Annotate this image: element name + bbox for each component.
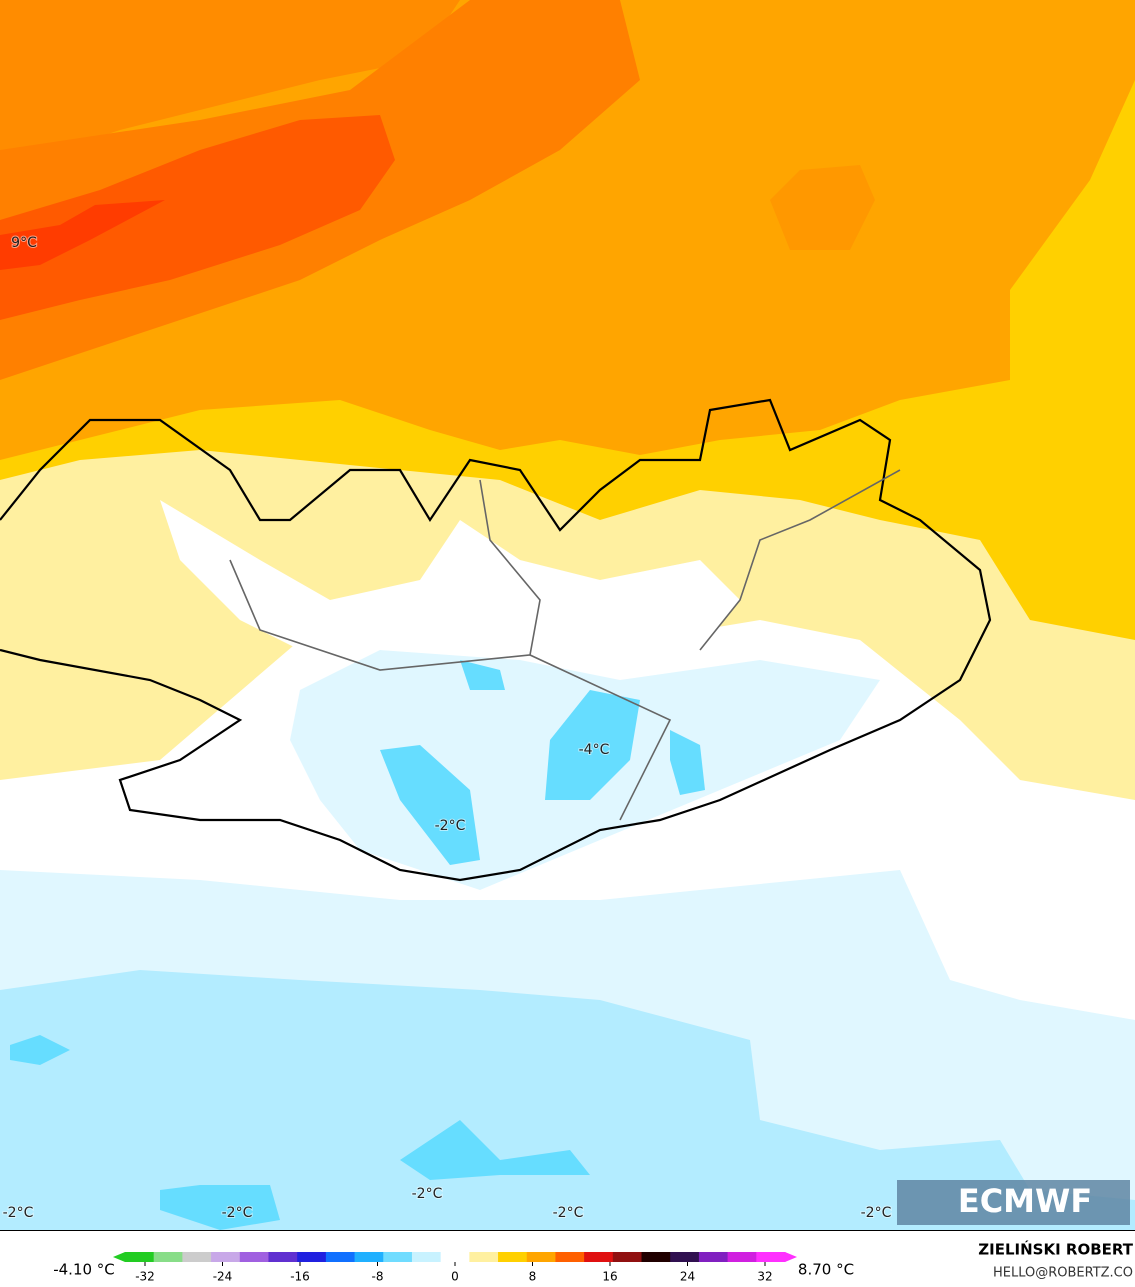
zone-blue <box>160 1185 280 1230</box>
zone-red-orange <box>0 115 395 320</box>
colorbar-tick-label: 16 <box>602 1270 617 1284</box>
colorbar-tick-label: -32 <box>135 1270 155 1284</box>
colorbar-swatch <box>756 1252 786 1262</box>
contour-label: -2°C <box>222 1205 253 1221</box>
zone-blue <box>10 1035 70 1065</box>
colorbar-swatch <box>182 1252 212 1262</box>
contour-label: -4°C <box>579 742 610 758</box>
map-border <box>0 1230 1135 1231</box>
zone-red <box>0 200 165 270</box>
zone-blue <box>400 1120 590 1180</box>
colorbar-swatch <box>670 1252 700 1262</box>
colorbar-tick-label: 0 <box>451 1270 459 1284</box>
colorbar-swatch <box>727 1252 757 1262</box>
colorbar-tick-label: 8 <box>529 1270 537 1284</box>
colorbar-swatch <box>125 1252 155 1262</box>
colorbar-swatch <box>498 1252 528 1262</box>
colorbar-swatch <box>153 1252 183 1262</box>
colorbar-tick-label: -24 <box>213 1270 233 1284</box>
max-label: 8.70 °C <box>798 1261 854 1279</box>
contour-label: -2°C <box>553 1205 584 1221</box>
colorbar-swatch <box>239 1252 269 1262</box>
colorbar-swatch <box>297 1252 327 1262</box>
colorbar-swatch <box>641 1252 671 1262</box>
colorbar-swatch <box>584 1252 614 1262</box>
logo: ECMWF <box>958 1182 1092 1220</box>
road <box>229 469 901 821</box>
contour-label: -2°C <box>412 1186 443 1202</box>
zone-blue <box>670 730 705 795</box>
coastline <box>0 398 992 882</box>
min-label: -4.10 °C <box>53 1261 115 1279</box>
colorbar-swatch <box>555 1252 585 1262</box>
zone-blue <box>380 745 480 865</box>
contour-label: -2°C <box>435 818 466 834</box>
colorbar-tick-label: -16 <box>290 1270 310 1284</box>
colorbar-swatch <box>354 1252 384 1262</box>
colorbar-swatch <box>698 1252 729 1262</box>
colorbar-swatch <box>268 1252 298 1262</box>
zone-light-blue <box>0 970 1135 1230</box>
zone-blue <box>460 660 505 690</box>
zone-white <box>160 500 740 650</box>
colorbar-swatch <box>325 1252 356 1262</box>
zone-orange-dark <box>0 0 460 170</box>
logo-box <box>897 1180 1130 1225</box>
contact: HELLO@ROBERTZ.CO <box>993 1266 1133 1281</box>
colorbar-swatch <box>440 1252 470 1262</box>
map: ECMWF <box>0 0 1135 1230</box>
colorbar-swatch <box>612 1252 643 1262</box>
colorbar-swatch <box>469 1252 499 1262</box>
colorbar-arrow <box>785 1252 797 1262</box>
contour-label: -2°C <box>3 1205 34 1221</box>
colorbar-tick-label: 24 <box>680 1270 695 1284</box>
colorbar-arrow <box>113 1252 125 1262</box>
contour-label: 9°C <box>11 235 37 251</box>
zone-orange <box>770 165 875 250</box>
author: ZIELIŃSKI ROBERT <box>978 1240 1133 1259</box>
colorbar-tick-label: -8 <box>372 1270 384 1284</box>
colorbar-swatch <box>411 1252 442 1262</box>
zone-blue <box>545 690 640 800</box>
contour-label: -2°C <box>861 1205 892 1221</box>
colorbar-swatch <box>383 1252 413 1262</box>
colorbar-swatch <box>211 1252 241 1262</box>
colorbar-tick-label: 32 <box>757 1270 772 1284</box>
colorbar-swatch <box>526 1252 556 1262</box>
